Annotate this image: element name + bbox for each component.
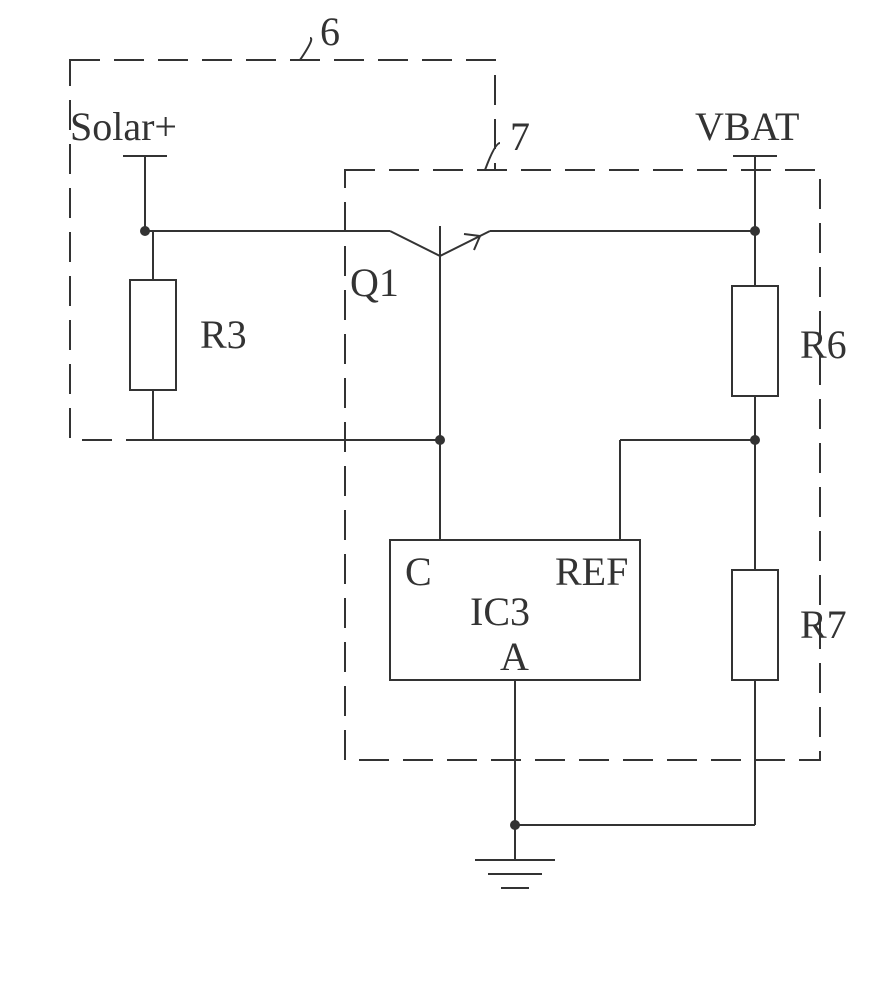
r6-label: R6 xyxy=(800,322,847,367)
ic3-pin-ref-label: REF xyxy=(555,549,628,594)
node-solar xyxy=(140,226,150,236)
terminal-solar-label: Solar+ xyxy=(70,104,177,149)
block-6-label: 6 xyxy=(320,9,340,54)
r7-body xyxy=(732,570,778,680)
r3-label: R3 xyxy=(200,312,247,357)
ic3-pin-a-label: A xyxy=(500,634,529,679)
ic3-pin-c-label: C xyxy=(405,549,432,594)
ic3-label: IC3 xyxy=(470,589,530,634)
r3-body xyxy=(130,280,176,390)
r6-body xyxy=(732,286,778,396)
block-6-callout xyxy=(300,38,311,60)
q1-label: Q1 xyxy=(350,260,399,305)
r7-label: R7 xyxy=(800,602,847,647)
terminal-vbat-label: VBAT xyxy=(695,104,799,149)
block-7-label: 7 xyxy=(510,114,530,159)
